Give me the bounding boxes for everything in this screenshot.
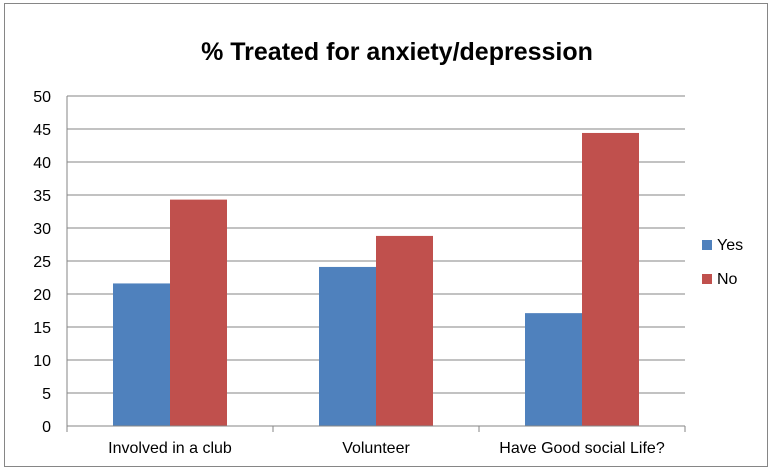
bars [113, 132, 639, 426]
legend-label-yes: Yes [717, 237, 743, 254]
bar-yes-0 [113, 283, 170, 426]
y-tick-label: 15 [33, 320, 51, 337]
y-tick-label: 0 [42, 419, 51, 436]
y-tick-label: 45 [33, 122, 51, 139]
legend-swatch-yes [702, 240, 712, 250]
bar-chart: % Treated for anxiety/depression 0 5 10 15 2… [33, 38, 743, 457]
y-tick-label: 10 [33, 353, 51, 370]
category-label: Involved in a club [108, 440, 232, 457]
bar-no-2 [582, 132, 639, 426]
category-label: Have Good social Life? [499, 440, 665, 457]
legend: Yes No [702, 237, 743, 288]
axes [66, 96, 686, 432]
category-label: Volunteer [342, 440, 410, 457]
y-tick-label: 40 [33, 155, 51, 172]
chart-frame: % Treated for anxiety/depression 0 5 10 15 2… [4, 3, 768, 467]
bar-yes-2 [525, 313, 582, 426]
y-tick-label: 5 [42, 386, 51, 403]
y-tick-label: 20 [33, 287, 51, 304]
x-axis-categories: Involved in a club Volunteer Have Good soc… [108, 440, 665, 457]
legend-label-no: No [717, 271, 738, 288]
y-tick-label: 35 [33, 188, 51, 205]
y-tick-label: 50 [33, 89, 51, 106]
y-tick-label: 25 [33, 254, 51, 271]
bar-no-0 [170, 199, 227, 426]
bar-yes-1 [319, 266, 376, 426]
chart-title: % Treated for anxiety/depression [201, 38, 593, 66]
y-tick-label: 30 [33, 221, 51, 238]
y-axis-ticks: 0 5 10 15 20 25 30 35 40 45 50 [33, 89, 51, 436]
legend-swatch-no [702, 274, 712, 284]
bar-no-1 [376, 235, 433, 426]
